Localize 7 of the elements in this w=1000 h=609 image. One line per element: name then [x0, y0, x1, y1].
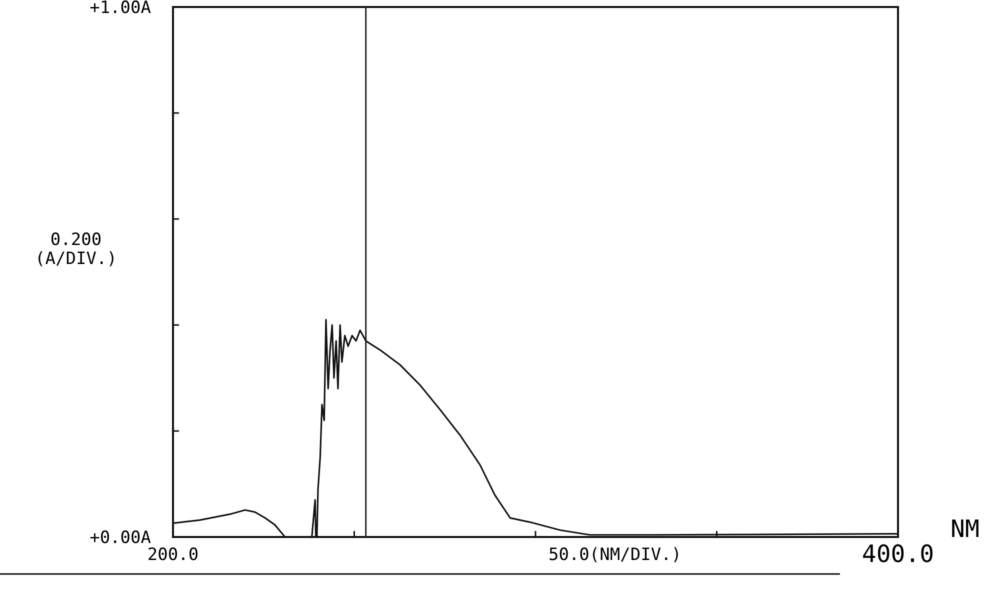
y-tick-label: +0.00A	[90, 528, 151, 548]
text: NM	[950, 515, 980, 543]
y-axis-title: 0.200 (A/DIV.)	[35, 230, 117, 269]
x-tick-label: 400.0	[862, 540, 934, 568]
x-axis-title: 50.0(NM/DIV.)	[548, 545, 682, 565]
x-tick-label: 200.0	[147, 545, 199, 565]
y-tick-label: +1.00A	[90, 0, 151, 18]
